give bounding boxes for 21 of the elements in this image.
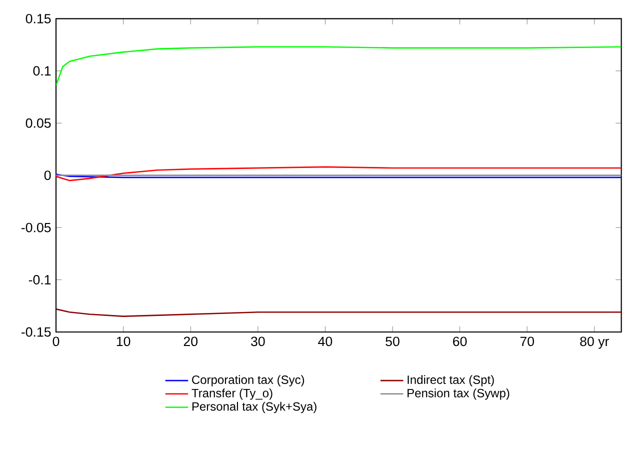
- y-tick-label: 0.1: [33, 66, 51, 76]
- y-tick-label: 0.15: [26, 14, 51, 24]
- legend-label: Transfer (Ty_o): [192, 388, 272, 400]
- x-tick-label: 50: [386, 336, 400, 346]
- x-tick-label: 70: [520, 336, 534, 346]
- y-tick-label: -0.1: [28, 275, 51, 284]
- legend-label: Indirect tax (Spt): [408, 375, 494, 386]
- x-tick-label: 0: [52, 336, 60, 346]
- y-tick-label: 0.05: [26, 118, 51, 128]
- y-tick-label: -0.15: [21, 327, 51, 337]
- x-tick-label: 40: [318, 336, 332, 346]
- x-tick-label: 10: [116, 336, 130, 346]
- x-tick-label: 60: [453, 336, 467, 346]
- y-tick-label: -0.05: [21, 222, 51, 232]
- x-tick-label: 20: [184, 336, 198, 346]
- legend-label: Corporation tax (Syc): [192, 375, 304, 386]
- legend-label: Personal tax (Syk+Sya): [192, 402, 316, 414]
- y-tick-label: 0: [44, 170, 51, 180]
- legend-label: Pension tax (Sywp): [408, 388, 510, 400]
- x-tick-label: 30: [250, 336, 265, 346]
- x-tick-label: 80 yr: [580, 336, 609, 349]
